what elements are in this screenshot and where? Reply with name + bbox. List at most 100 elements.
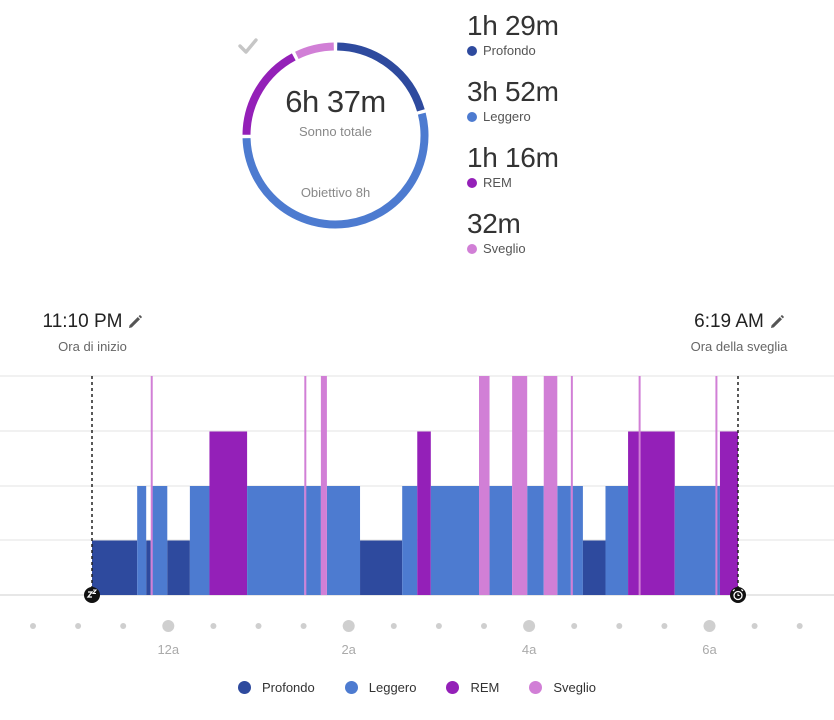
axis-tick-dot [571,623,578,629]
stage-bar-sveglio [320,376,327,595]
stat-rem: 1h 16m REM [467,142,687,208]
stat-value: 32m [467,208,521,239]
awake-dot [467,243,477,254]
stage-bar-rem [719,431,738,595]
legend-label: Profondo [261,680,315,695]
axis-hour-dot [703,620,716,632]
stage-bar-leggero [527,486,544,595]
donut-chart [242,42,429,229]
stat-value: 1h 29m [467,10,559,41]
stage-bar-profondo [146,540,151,595]
axis-tick-dot [616,623,623,629]
stage-bar-sveglio [543,376,558,595]
stage-bar-sveglio [150,376,153,595]
axis-tick-dot [796,623,803,629]
stage-bar-sveglio [512,376,528,595]
stage-bar-leggero [305,486,321,595]
stage-bar-profondo [582,540,606,595]
legend-label: Leggero [368,680,417,695]
donut-arc-rem [242,53,296,135]
donut-arc-profondo [337,42,425,112]
stage-bar-sveglio [715,376,718,595]
start-time-edit[interactable]: 11:10 PM [40,311,145,333]
pencil-icon[interactable] [128,315,143,329]
goal-label: Obiettivo 8h [300,185,371,200]
donut-arc-leggero [242,112,429,229]
stat-deep: 1h 29m Profondo [467,10,687,76]
stage-bar-profondo [92,540,138,595]
stat-value: 3h 52m [467,76,559,107]
axis-tick-dot [435,623,442,629]
axis-tick-dot [481,623,487,629]
stage-bar-leggero [572,486,583,595]
stage-bar-rem [417,431,431,595]
check-icon [238,38,258,54]
end-time-block: 6:19 AM Ora della sveglia [680,311,798,354]
start-time-block: 11:10 PM Ora di inizio [40,311,145,354]
light-dot [467,111,477,122]
x-tick-label: 4a [522,642,537,657]
chart-legend: Profondo Leggero REM Sveglio [0,680,834,695]
total-sleep-value: 6h 37m [285,84,386,119]
donut-arc-sveglio [295,42,335,59]
stage-bar-leggero [430,486,479,595]
stat-awake: 32m Sveglio [467,208,687,274]
stage-bar-leggero [152,486,168,595]
stage-bar-leggero [247,486,305,595]
axis-tick-dot [390,623,397,629]
stat-label: Profondo [483,43,536,58]
stage-bar-leggero [489,486,513,595]
stage-bar-leggero [326,486,361,595]
rem-legend-dot [446,681,460,694]
stage-bar-sveglio [638,376,641,595]
stage-bar-profondo [360,540,403,595]
axis-tick-dot [300,623,307,629]
axis-tick-dot [661,623,668,629]
sleep-donut: 6h 37m Sonno totale Obiettivo 8h [238,38,433,233]
stage-bar-profondo [167,540,190,595]
light-legend-dot [344,681,358,694]
donut-center: 6h 37m Sonno totale Obiettivo 8h [238,38,433,233]
deep-legend-dot [237,681,251,694]
end-time-label: Ora della sveglia [690,339,788,354]
axis-tick-dot [210,623,217,629]
axis-tick-dot [255,623,262,629]
axis-tick-dot [75,623,82,629]
x-tick-label: 12a [157,642,179,657]
legend-label: Sveglio [553,680,596,695]
stage-bar-rem [628,431,675,595]
start-time-label: Ora di inizio [58,339,127,354]
sleep-stage-chart: 12a 2a 4a 6a [0,375,834,657]
stage-bar-leggero [189,486,210,595]
end-time-edit[interactable]: 6:19 AM [680,311,798,333]
stage-bar-rem [209,431,248,595]
legend-label: REM [470,680,500,695]
start-time-value: 11:10 PM [42,311,123,332]
stat-label: REM [483,175,512,190]
stat-label: Leggero [483,109,531,124]
stage-bar-leggero [557,486,571,595]
stage-bar-leggero [402,486,418,595]
pencil-icon[interactable] [770,315,784,329]
alarm-clock-icon [730,587,746,603]
x-tick-label: 6a [702,642,717,657]
legend-item-light: Leggero [344,680,417,695]
stat-value: 1h 16m [467,142,559,173]
stage-bar-leggero [137,486,147,595]
stat-label: Sveglio [483,241,526,256]
sleep-start-icon [84,587,100,603]
axis-hour-dot [162,620,175,632]
stage-bar-sveglio [304,376,307,595]
total-sleep-label: Sonno totale [298,124,372,139]
legend-item-deep: Profondo [237,680,315,695]
stage-stats: 1h 29m Profondo 3h 52m Leggero 1h 16m RE… [467,10,687,274]
awake-legend-dot [529,681,543,694]
axis-hour-dot [342,620,355,632]
legend-item-awake: Sveglio [529,680,596,695]
axis-tick-dot [30,623,36,629]
legend-item-rem: REM [446,680,499,695]
stage-bar-sveglio [570,376,573,595]
stage-bar-leggero [605,486,629,595]
stat-light: 3h 52m Leggero [467,76,687,142]
stage-bar-leggero [674,486,720,595]
